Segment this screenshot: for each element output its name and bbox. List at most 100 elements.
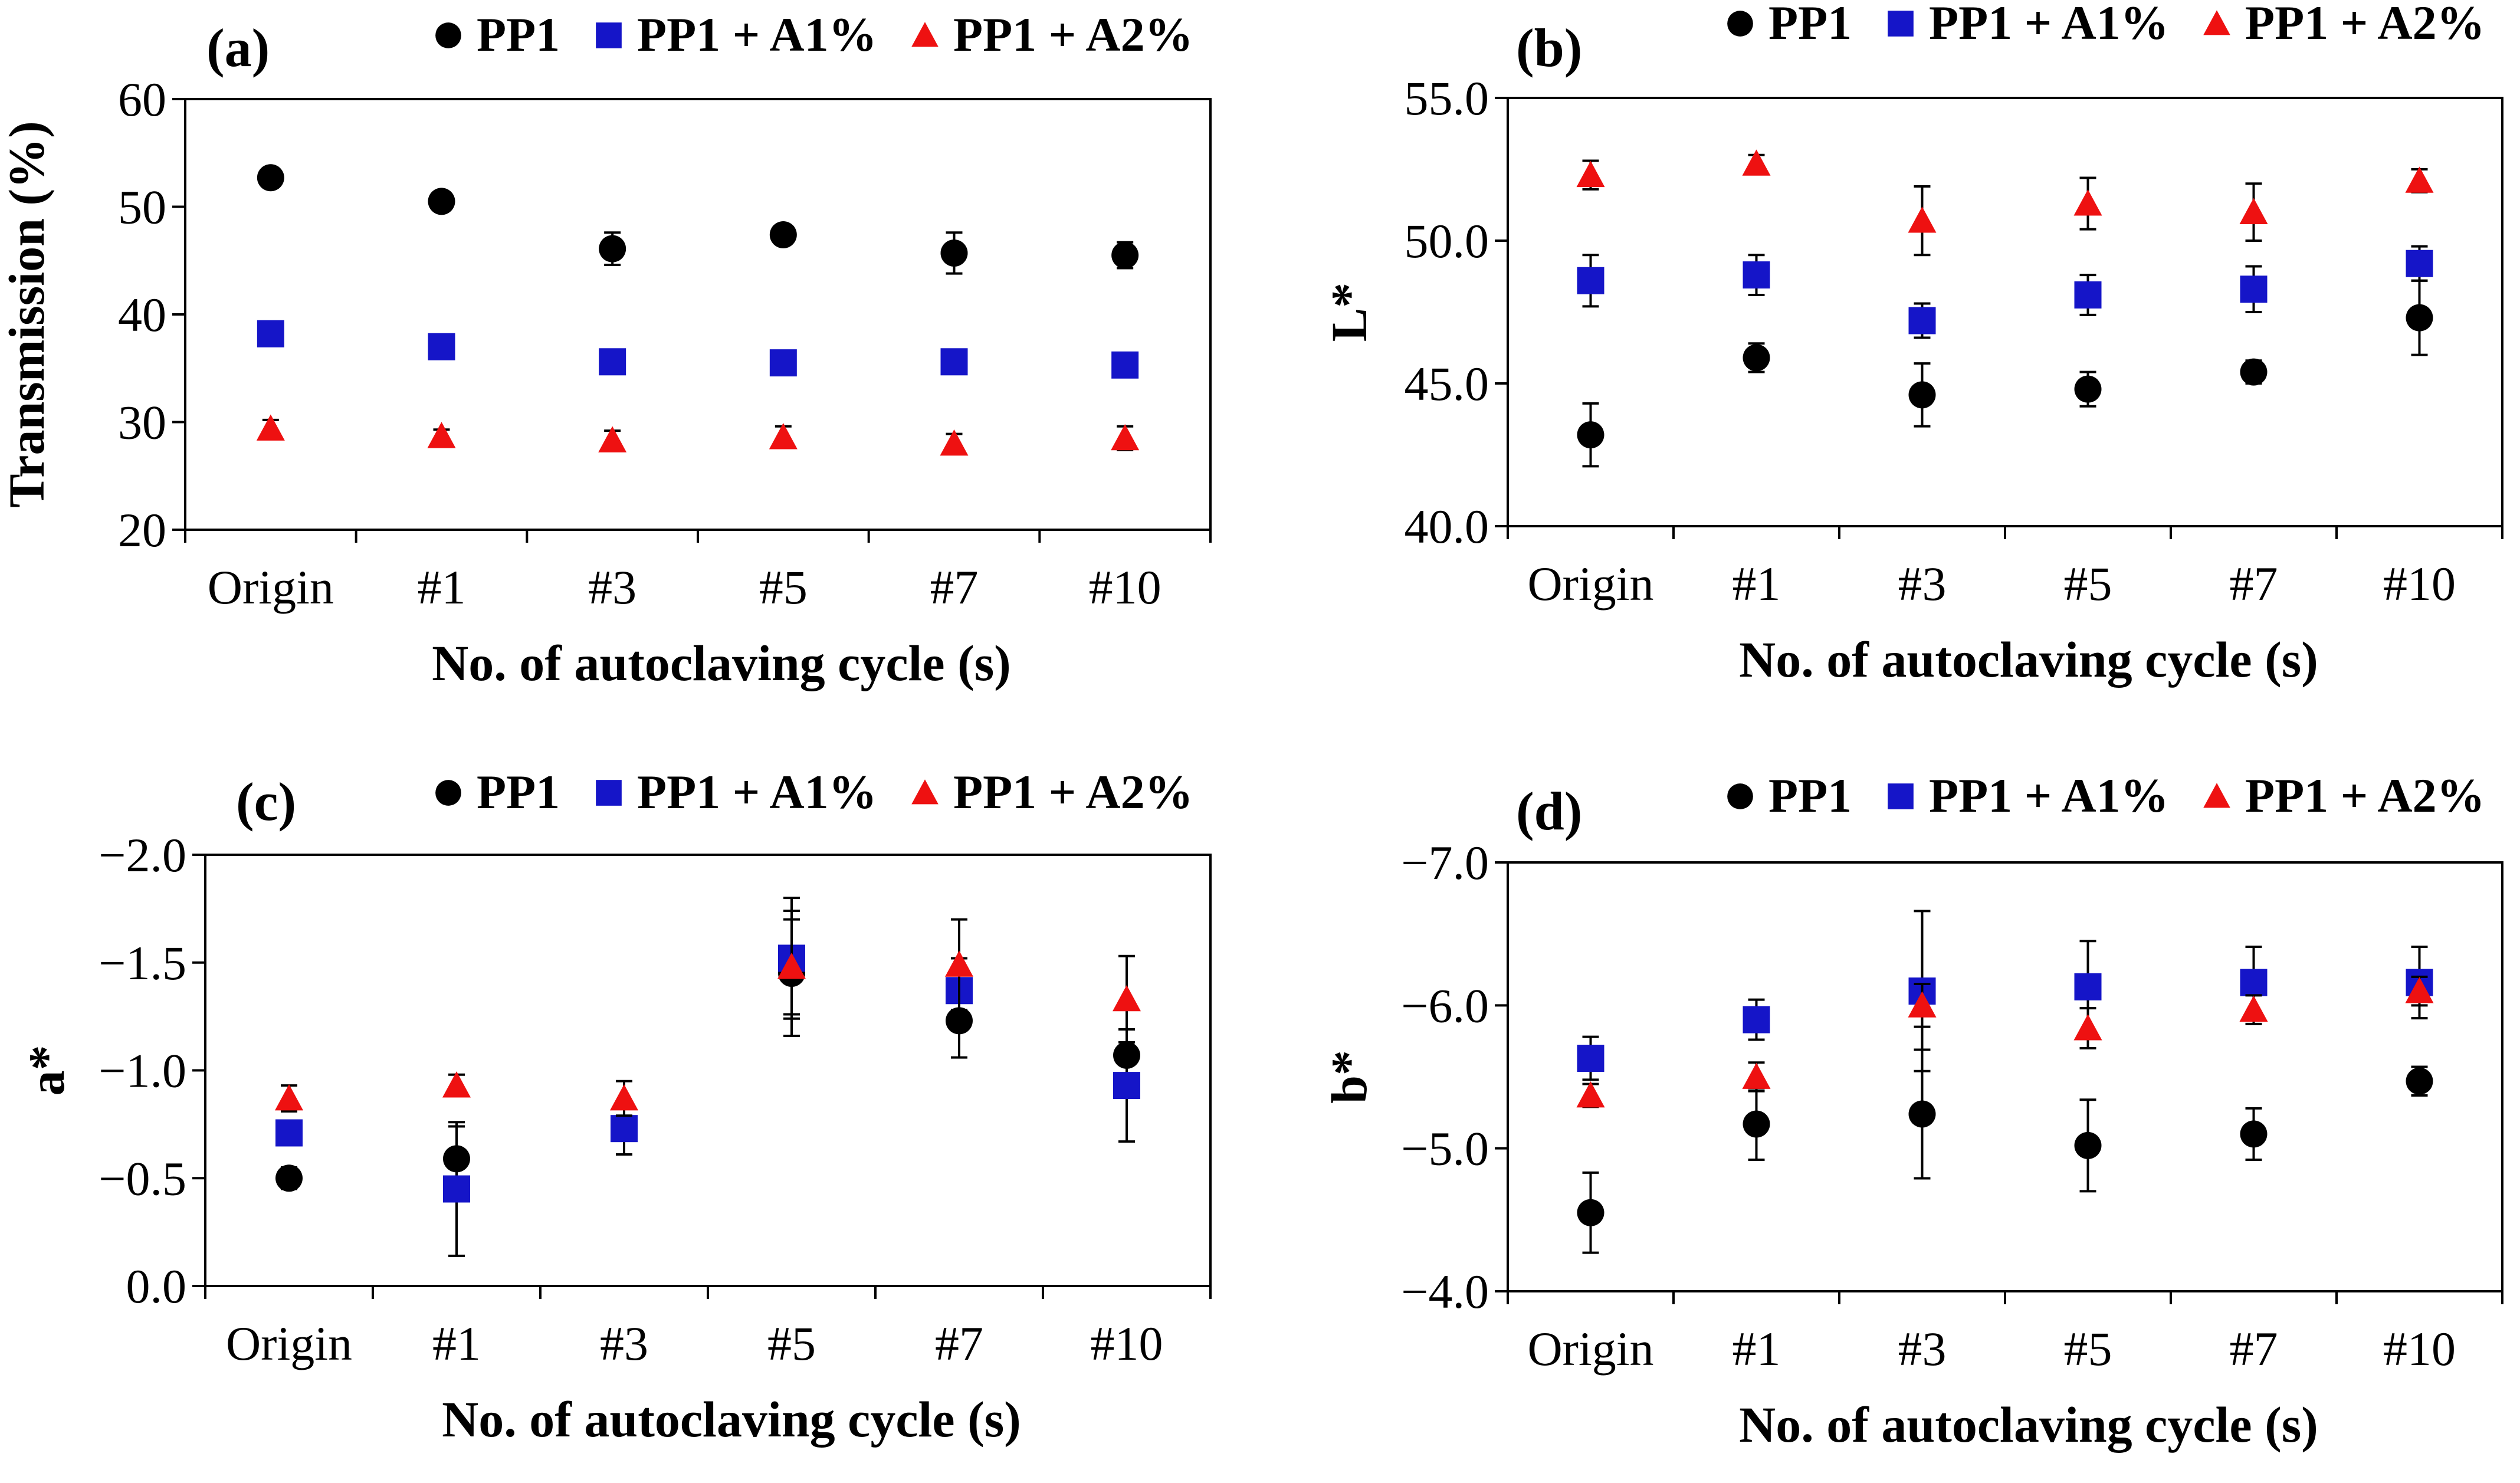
data-point [610, 1084, 638, 1111]
data-point [428, 188, 455, 215]
data-point [2074, 375, 2102, 403]
legend-marker [435, 22, 461, 48]
data-point [1742, 149, 1771, 176]
x-tick-label: #7 [2230, 1322, 2278, 1376]
legend-marker [911, 22, 939, 47]
data-point [2240, 275, 2268, 303]
data-point [257, 164, 284, 192]
data-point [611, 1115, 638, 1143]
data-point [769, 221, 797, 248]
panel-a: 20 30 40 50 60 Origin #1 #3 #5 #7 #10 No. of autocl… [0, 8, 1212, 691]
x-tick-label: #3 [588, 560, 636, 614]
x-tick-label: Origin [1527, 1322, 1653, 1376]
data-point [1743, 344, 1770, 372]
x-tick-label: #5 [767, 1317, 816, 1370]
legend-label: PP1 + A2% [2245, 769, 2485, 822]
x-tick-label: #7 [2230, 557, 2278, 611]
x-tick-label: #1 [1732, 557, 1781, 611]
x-tick-label: Origin [1527, 557, 1653, 611]
legend-marker [1888, 783, 1914, 809]
x-tick-label: #1 [432, 1317, 481, 1370]
y-tick-label: −6.0 [1401, 979, 1489, 1032]
data-point [2240, 969, 2268, 996]
data-point [2405, 977, 2434, 1003]
legend-label: PP1 + A1% [637, 8, 877, 61]
data-point [940, 429, 969, 456]
x-tick-label: #5 [2064, 1322, 2112, 1376]
legend-marker [2203, 783, 2230, 808]
plot-frame [184, 98, 1212, 531]
x-tick-label: #3 [1898, 557, 1947, 611]
panel-b: 40.0 45.0 50.0 55.0 Origin #1 #3 #5 #7 #10 No. of … [1321, 0, 2503, 688]
x-axis-title: No. of autoclaving cycle (s) [432, 635, 1011, 691]
data-point [257, 320, 284, 347]
data-point [1908, 991, 1937, 1018]
data-point [275, 1164, 303, 1192]
data-point [1908, 307, 1936, 334]
legend-label: PP1 + A1% [1929, 0, 2169, 50]
data-point [428, 333, 455, 360]
y-tick-label: −5.0 [1401, 1122, 1489, 1176]
data-point [940, 239, 968, 267]
data-point [2074, 281, 2102, 309]
data-point [2240, 1120, 2268, 1148]
data-point [1577, 421, 1604, 449]
data-point [1577, 267, 1604, 294]
data-point [2406, 1067, 2433, 1095]
legend-marker [596, 22, 622, 48]
y-tick-label: 0.0 [126, 1259, 187, 1313]
data-point [256, 414, 285, 441]
y-tick-label: −7.0 [1401, 836, 1489, 890]
y-tick-label: 40.0 [1405, 500, 1489, 553]
data-point [940, 348, 968, 376]
y-tick-label: 50 [118, 181, 166, 234]
data-point [2406, 304, 2433, 332]
y-tick-label: −4.0 [1401, 1265, 1489, 1318]
panel-d: −4.0 −5.0 −6.0 −7.0 Origin #1 #3 #5 #7 #10 No. of … [1321, 769, 2503, 1453]
x-axis-title: No. of autoclaving cycle (s) [1739, 631, 2318, 688]
x-axis-title: No. of autoclaving cycle (s) [442, 1391, 1021, 1448]
data-point [769, 423, 798, 450]
legend-marker [596, 780, 622, 806]
plot-frame [1507, 97, 2503, 527]
legend-marker [1727, 11, 1753, 37]
plot-frame [204, 854, 1212, 1287]
y-axis-title: b* [1321, 1050, 1377, 1104]
x-tick-label: #10 [1091, 1317, 1163, 1370]
panel-c: 0.0 −0.5 −1.0 −1.5 −2.0 Origin #1 #3 #5 #7 #10 No. … [18, 765, 1212, 1448]
data-point [2239, 198, 2268, 224]
x-tick-label: #10 [2383, 1322, 2456, 1376]
y-axis-title: Transmission (%) [0, 121, 55, 507]
y-tick-label: 30 [118, 396, 166, 450]
y-tick-label: −0.5 [99, 1151, 186, 1205]
panel-label: (c) [236, 772, 296, 832]
legend-label: PP1 [1768, 769, 1852, 822]
plot-frame [1507, 861, 2503, 1292]
legend-marker [1888, 11, 1914, 37]
data-point [1742, 1062, 1771, 1089]
data-point [1743, 1110, 1770, 1138]
panel-label: (d) [1516, 781, 1582, 841]
data-point [443, 1175, 470, 1203]
panel-label: (b) [1516, 18, 1582, 78]
data-point [769, 349, 797, 377]
x-tick-label: #10 [2383, 557, 2456, 611]
x-tick-label: #7 [930, 560, 979, 614]
x-tick-label: Origin [208, 560, 334, 614]
x-axis-title: No. of autoclaving cycle (s) [1739, 1396, 2318, 1453]
data-point [1908, 206, 1937, 233]
data-point [442, 1071, 471, 1098]
legend-marker [435, 780, 461, 806]
x-tick-label: #7 [935, 1317, 983, 1370]
data-point [2074, 973, 2102, 1000]
data-point [598, 426, 627, 452]
x-tick-label: #3 [600, 1317, 648, 1370]
legend-marker [2203, 10, 2230, 35]
y-tick-label: 45.0 [1405, 357, 1489, 411]
data-point [1908, 381, 1936, 409]
panel-label: (a) [206, 18, 270, 78]
data-point [275, 1119, 303, 1147]
y-tick-label: 60 [118, 73, 166, 126]
data-point [2240, 358, 2268, 386]
